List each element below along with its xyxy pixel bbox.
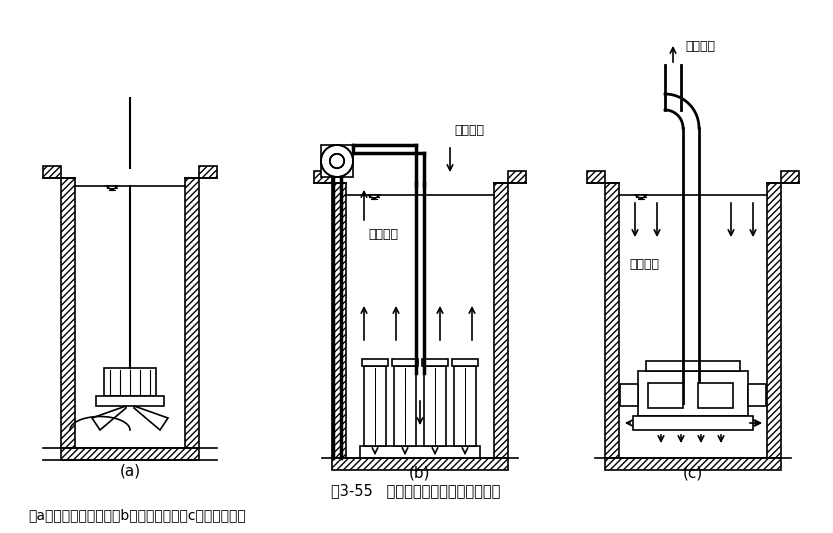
Polygon shape [134,406,168,430]
Bar [362,359,388,366]
Text: （a）泥浆静止方式；（b）正循环式；（c）反循环方式: （a）泥浆静止方式；（b）正循环式；（c）反循环方式 [28,508,246,522]
Bar [646,361,740,371]
Bar [364,366,386,446]
Bar [767,183,781,458]
Polygon shape [106,186,118,190]
Bar [605,183,619,458]
Bar [332,183,346,458]
Text: (a): (a) [119,464,141,479]
Bar [454,366,476,446]
Text: (b): (b) [409,465,431,481]
Bar [587,171,605,183]
Bar [61,178,75,448]
Text: 携砂泥浆: 携砂泥浆 [368,229,398,241]
Bar [633,416,753,430]
Bar [360,446,480,458]
Bar [508,171,526,183]
Bar [452,359,478,366]
Bar [104,368,156,396]
Bar [314,171,332,183]
Bar [321,145,353,177]
Text: 图3-55   不同成槽方式的泥浆流动状态: 图3-55 不同成槽方式的泥浆流动状态 [332,483,501,498]
Text: 净化泥浆: 净化泥浆 [629,259,659,271]
Bar [61,448,199,460]
Bar [698,383,733,408]
Polygon shape [368,195,380,199]
Bar [96,396,164,406]
Text: (c): (c) [683,465,703,481]
Bar [605,458,781,470]
Polygon shape [92,406,126,430]
Bar [748,384,766,406]
Bar [392,359,418,366]
Bar [394,366,416,446]
Text: 净化泥浆: 净化泥浆 [454,125,484,138]
Bar [648,383,683,408]
Bar [620,384,638,406]
Bar [494,183,508,458]
Bar [332,458,508,470]
Bar [638,371,748,416]
Polygon shape [635,195,647,199]
Bar [185,178,199,448]
Bar [781,171,799,183]
Bar [43,166,61,178]
Bar [424,366,446,446]
Text: 携砂泥浆: 携砂泥浆 [685,41,715,53]
Bar [422,359,448,366]
Bar [199,166,217,178]
